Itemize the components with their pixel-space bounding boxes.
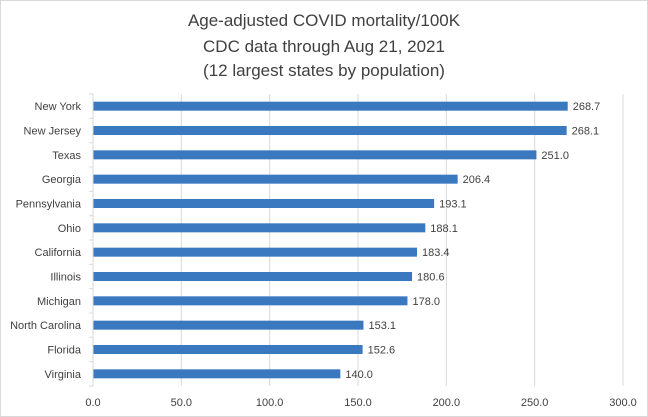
category-label: Pennsylvania xyxy=(16,199,82,211)
data-label: 268.7 xyxy=(573,101,601,113)
data-label: 183.4 xyxy=(422,247,450,259)
category-label: California xyxy=(35,247,82,259)
chart-title-line-2: CDC data through Aug 21, 2021 xyxy=(203,37,445,56)
bar xyxy=(93,272,413,281)
chart-title-line-1: Age-adjusted COVID mortality/100K xyxy=(187,11,461,30)
category-axis: New York New Jersey Texas Georgia Pennsylvan… xyxy=(10,93,94,387)
data-label: 193.1 xyxy=(439,199,467,211)
bars xyxy=(93,101,568,379)
category-label: New Jersey xyxy=(24,126,82,138)
data-label: 268.1 xyxy=(572,126,600,138)
x-tick-label: 50.0 xyxy=(171,397,192,409)
category-label: New York xyxy=(35,101,82,113)
bar xyxy=(93,199,435,208)
data-label: 188.1 xyxy=(430,223,458,235)
bar xyxy=(93,126,567,135)
data-label: 178.0 xyxy=(412,296,440,308)
gridlines xyxy=(92,94,624,386)
x-tick-label: 250.0 xyxy=(521,397,549,409)
category-label: Virginia xyxy=(45,369,82,381)
bar xyxy=(93,247,418,257)
value-axis: 0.0 50.0 100.0 150.0 200.0 250.0 300.0 xyxy=(85,397,636,409)
data-label: 140.0 xyxy=(345,369,373,381)
category-label: North Carolina xyxy=(10,320,82,332)
bar xyxy=(93,369,341,379)
bar xyxy=(93,345,363,354)
x-tick-label: 300.0 xyxy=(609,397,637,409)
x-tick-label: 200.0 xyxy=(433,397,461,409)
data-label: 251.0 xyxy=(541,150,569,162)
data-label: 152.6 xyxy=(368,345,396,357)
bar xyxy=(93,174,458,184)
bar xyxy=(93,296,408,306)
data-label: 206.4 xyxy=(463,174,491,186)
x-tick-label: 100.0 xyxy=(256,397,284,409)
category-label: Illinois xyxy=(50,272,81,284)
category-label: Michigan xyxy=(37,296,81,308)
bar xyxy=(93,150,537,160)
data-label: 180.6 xyxy=(417,272,445,284)
x-tick-label: 150.0 xyxy=(344,397,372,409)
x-tick-label: 0.0 xyxy=(85,397,100,409)
chart-title-line-3: (12 largest states by population) xyxy=(203,61,445,80)
bar xyxy=(93,320,364,330)
category-label: Texas xyxy=(52,150,81,162)
bar xyxy=(93,223,426,233)
category-label: Florida xyxy=(47,345,82,357)
category-label: Ohio xyxy=(58,223,81,235)
data-label: 153.1 xyxy=(368,320,396,332)
category-label: Georgia xyxy=(42,174,82,186)
bar xyxy=(93,101,568,111)
